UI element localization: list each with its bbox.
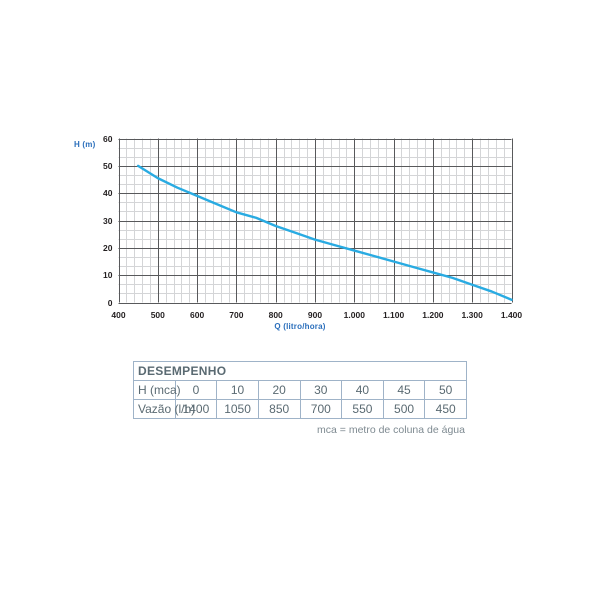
chart-plot-area	[118, 138, 513, 305]
plot-frame	[118, 138, 512, 305]
table-cell: 1400	[174, 399, 218, 419]
table-row: Vazão (l/h) 1400 1050 850 700 550 500 450	[133, 399, 467, 419]
table-title: DESEMPENHO	[133, 361, 467, 381]
x-axis-title: Q (litro/hora)	[274, 322, 326, 331]
x-tick-label: 1.300	[461, 309, 483, 320]
x-tick-label: 1.400	[500, 309, 523, 320]
table-cell: 40	[341, 380, 384, 400]
y-tick-label: 60	[103, 133, 113, 144]
table-cell: 850	[257, 399, 301, 419]
table-cell: 30	[299, 380, 343, 400]
table-cell: 700	[299, 399, 343, 419]
x-tick-label: 800	[268, 309, 283, 320]
x-tick-label: 1.000	[343, 309, 365, 320]
table-cell: 50	[424, 380, 467, 400]
table-cell: 45	[382, 380, 426, 400]
table-row-header: H (mca)	[133, 380, 181, 400]
y-tick-label: 40	[103, 188, 113, 199]
table-cell: 0	[174, 380, 218, 400]
table-cell: 550	[341, 399, 384, 419]
y-tick-label: 20	[103, 242, 113, 253]
x-tick-label: 400	[111, 309, 126, 320]
y-tick-label: 50	[103, 160, 113, 171]
x-tick-label: 500	[150, 309, 165, 320]
table-cell: 20	[257, 380, 301, 400]
y-tick-label: 0	[107, 297, 113, 308]
y-tick-label: 10	[103, 270, 113, 281]
table-title-row: DESEMPENHO	[133, 361, 467, 381]
performance-curve	[136, 164, 513, 301]
x-tick-label: 600	[190, 309, 205, 320]
table-cell: 500	[382, 399, 426, 419]
y-tick-label: 30	[103, 215, 113, 226]
table-row-header: Vazão (l/h)	[133, 399, 195, 419]
performance-table-wrapper: DESEMPENHO H (mca) 0 10 20 30 40 45 50 Vazão (l/…	[133, 361, 467, 419]
x-tick-label: 1.100	[382, 309, 405, 320]
table-cell: 450	[424, 399, 467, 419]
table-cell: 1050	[216, 399, 259, 419]
x-tick-label: 900	[307, 309, 323, 320]
table-footnote: mca = metro de coluna de água	[317, 424, 465, 436]
x-tick-label: 700	[229, 309, 244, 320]
y-axis-title: H (m)	[74, 140, 96, 149]
table-row: H (mca) 0 10 20 30 40 45 50	[133, 380, 467, 400]
table-cell: 10	[216, 380, 259, 400]
performance-table: DESEMPENHO H (mca) 0 10 20 30 40 45 50 Vazão (l/…	[133, 361, 467, 419]
x-tick-label: 1.200	[422, 309, 444, 320]
performance-chart: H (m) Q (litro/hora) 0 10 20 30 40 50 60 400 50…	[74, 133, 523, 332]
